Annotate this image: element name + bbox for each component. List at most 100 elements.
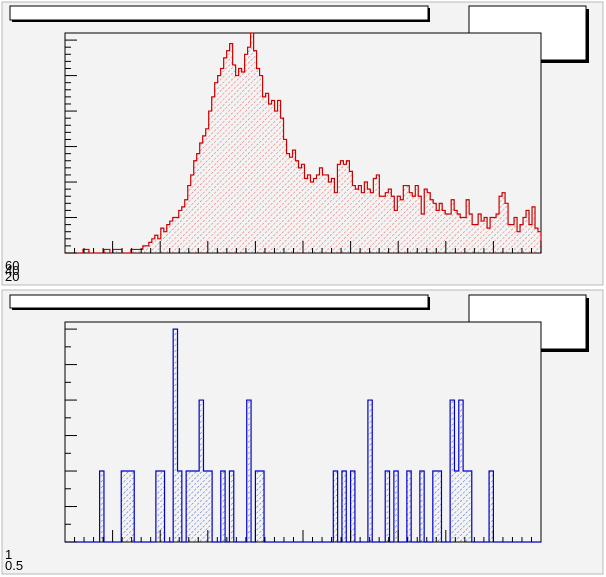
histogram-bin bbox=[325, 174, 329, 253]
histogram-bin bbox=[394, 210, 398, 253]
histogram-bin bbox=[319, 167, 323, 253]
histogram-bin bbox=[487, 228, 491, 253]
histogram-bin bbox=[118, 249, 122, 253]
histogram-bin bbox=[376, 174, 380, 253]
histogram-bin bbox=[169, 221, 173, 253]
histogram-bin bbox=[385, 471, 390, 542]
histogram-bin bbox=[341, 471, 347, 542]
histogram-bin bbox=[496, 213, 500, 253]
histogram-bin bbox=[454, 210, 458, 253]
histogram-bin bbox=[340, 160, 344, 253]
histogram-bin bbox=[286, 153, 290, 253]
histogram-bin bbox=[322, 174, 326, 253]
histogram-bin bbox=[457, 213, 461, 253]
histogram-bin bbox=[412, 196, 416, 253]
histogram-bin bbox=[136, 249, 140, 253]
histogram-bin bbox=[505, 203, 509, 253]
histogram-bin bbox=[238, 68, 242, 253]
histogram-bin bbox=[337, 164, 341, 253]
histogram-bin bbox=[403, 185, 407, 253]
histogram-bin bbox=[391, 196, 395, 253]
histogram-bin bbox=[115, 249, 119, 253]
histogram-bin bbox=[437, 471, 442, 542]
histogram-bin bbox=[175, 217, 179, 253]
histogram-bin bbox=[190, 174, 194, 253]
histogram-bin bbox=[532, 206, 536, 253]
histogram-bin bbox=[406, 185, 410, 253]
histogram-bin bbox=[334, 192, 338, 253]
histogram-bin bbox=[328, 182, 332, 253]
histogram-bin bbox=[463, 217, 467, 253]
histogram-bin bbox=[163, 231, 167, 253]
y-axis-labels-bottom: 1 0.5 bbox=[5, 547, 23, 573]
histogram-bin bbox=[154, 235, 158, 253]
histogram-bin bbox=[226, 50, 230, 253]
histogram-bin bbox=[220, 471, 226, 542]
histogram-bottom bbox=[65, 328, 541, 543]
histogram-bin bbox=[106, 249, 110, 253]
histogram-bin bbox=[301, 164, 305, 253]
histogram-bin bbox=[520, 224, 524, 253]
histogram-bin bbox=[350, 471, 355, 542]
histogram-bin bbox=[526, 210, 530, 253]
histogram-bin bbox=[130, 249, 134, 253]
histogram-bin bbox=[523, 217, 527, 253]
histogram-bin bbox=[246, 400, 252, 542]
histogram-bin bbox=[194, 471, 200, 542]
y-axis-labels-top: 60 40 20 bbox=[5, 258, 19, 284]
histogram-bin bbox=[259, 75, 263, 253]
histogram-bin bbox=[466, 199, 470, 253]
histogram-bin bbox=[193, 160, 197, 253]
histogram-bin bbox=[511, 224, 515, 253]
histogram-bin bbox=[514, 217, 518, 253]
histogram-outline bbox=[65, 328, 541, 543]
histogram-bin bbox=[373, 178, 377, 253]
histogram-bin bbox=[379, 196, 383, 253]
histogram-bin bbox=[472, 224, 476, 253]
histogram-bin bbox=[489, 471, 494, 542]
histogram-bin bbox=[155, 471, 161, 542]
pad-top-title-box bbox=[9, 5, 429, 21]
histogram-bin bbox=[451, 199, 455, 253]
histogram-bin bbox=[133, 249, 137, 253]
histogram-bin bbox=[85, 249, 89, 253]
histogram-bin bbox=[129, 471, 135, 542]
histogram-bin bbox=[232, 64, 236, 253]
histogram-bin bbox=[148, 242, 152, 253]
histogram-bin bbox=[535, 228, 539, 253]
histogram-bin bbox=[229, 471, 234, 542]
histogram-bin bbox=[268, 103, 272, 253]
histogram-bin bbox=[187, 185, 191, 253]
histogram-bin bbox=[277, 100, 281, 253]
histogram-bin bbox=[460, 217, 464, 253]
histogram-bin bbox=[241, 72, 245, 253]
histogram-bin bbox=[352, 185, 356, 253]
histogram-bin bbox=[203, 471, 208, 542]
histogram-bin bbox=[358, 185, 362, 253]
histogram-bin bbox=[211, 96, 215, 253]
histogram-bin bbox=[145, 245, 149, 253]
pad-bottom-title-box bbox=[9, 294, 429, 309]
histogram-bin bbox=[427, 192, 431, 253]
histogram-bin bbox=[99, 471, 104, 542]
histogram-bin bbox=[463, 471, 468, 542]
histogram-bin bbox=[346, 160, 350, 253]
y-tick-label: 20 bbox=[5, 269, 19, 284]
histogram-bin bbox=[199, 400, 204, 542]
histogram-bin bbox=[400, 199, 404, 253]
histogram-bin bbox=[125, 471, 130, 542]
histogram-bin bbox=[490, 217, 494, 253]
histogram-bin bbox=[142, 245, 146, 253]
histogram-bin bbox=[177, 471, 182, 542]
histogram-bin bbox=[331, 178, 335, 253]
histogram-bin bbox=[283, 139, 287, 253]
histogram-bin bbox=[419, 471, 425, 542]
histogram-bin bbox=[223, 57, 227, 253]
histogram-bin bbox=[409, 192, 413, 253]
histogram-bin bbox=[478, 213, 482, 253]
y-tick-label: 40 bbox=[5, 263, 19, 278]
histogram-bin bbox=[298, 167, 302, 253]
histogram-bin bbox=[255, 471, 260, 542]
histogram-bin bbox=[247, 47, 251, 254]
y-tick-label: 1 bbox=[5, 547, 12, 562]
